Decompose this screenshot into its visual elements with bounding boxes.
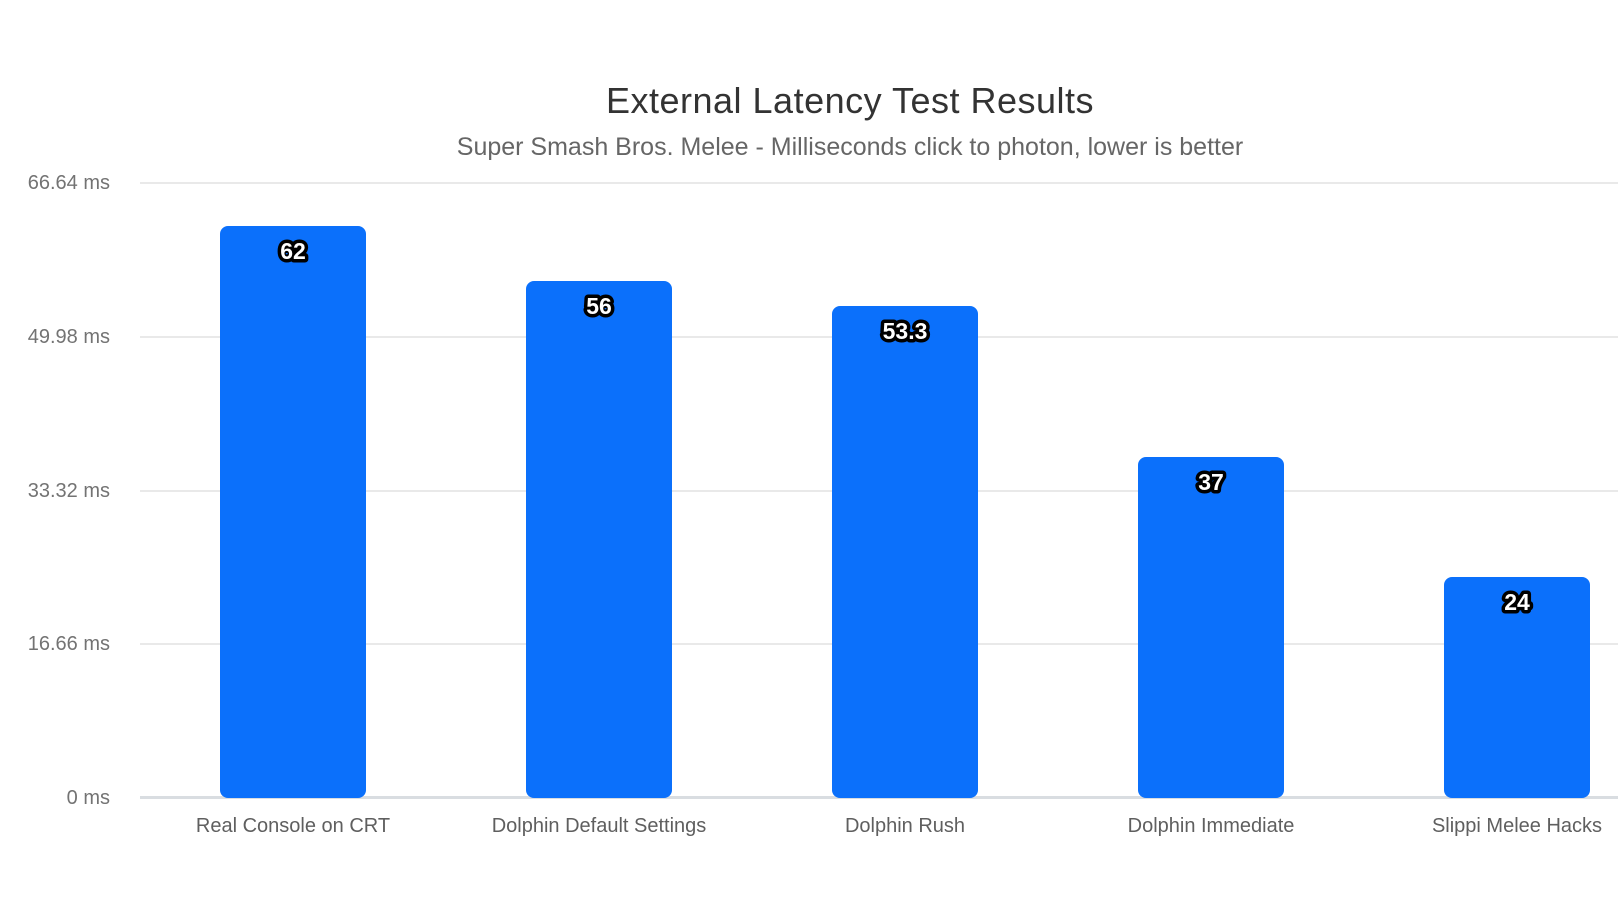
bar-value-label-group: 56 (583, 290, 616, 323)
x-axis-category-label: Dolphin Rush (844, 815, 966, 837)
bar-dolphin-immediate[interactable] (1138, 456, 1284, 798)
chart-subtitle: Super Smash Bros. Melee - Milliseconds c… (456, 133, 1244, 161)
bar-value-label-group: 37 (1195, 465, 1228, 498)
bar-real-console-on-crt[interactable] (220, 225, 366, 798)
y-axis-tick-label: 33.32 ms (27, 479, 110, 502)
y-axis-tick-label: 16.66 ms (27, 633, 110, 656)
bar-value-label: 56 (586, 293, 612, 319)
gridline (140, 182, 1618, 184)
bar-value-label: 37 (1198, 469, 1224, 495)
x-axis-category-label: Real Console on CRT (195, 815, 391, 837)
bar-dolphin-rush[interactable] (832, 306, 978, 798)
bar-dolphin-default-settings[interactable] (526, 281, 672, 798)
bar-value-label-group: 53.3 (879, 315, 931, 348)
bar-value-label: 62 (280, 238, 306, 264)
x-axis-category-label: Slippi Melee Hacks (1431, 815, 1603, 837)
bar-value-label-group: 24 (1501, 585, 1534, 618)
y-axis-tick-label: 49.98 ms (27, 325, 110, 348)
y-axis-tick-label: 0 ms (66, 787, 110, 809)
x-axis-category-label: Dolphin Immediate (1127, 815, 1295, 837)
bar-value-label: 24 (1504, 589, 1530, 615)
bar-value-label-group: 62 (277, 234, 310, 267)
chart-title: External Latency Test Results (605, 80, 1095, 121)
bar-value-label: 53.3 (883, 318, 928, 344)
x-axis-category-label: Dolphin Default Settings (491, 815, 707, 837)
bar-slippi-melee-hacks[interactable] (1444, 576, 1590, 798)
y-axis-tick-label: 66.64 ms (27, 172, 110, 194)
